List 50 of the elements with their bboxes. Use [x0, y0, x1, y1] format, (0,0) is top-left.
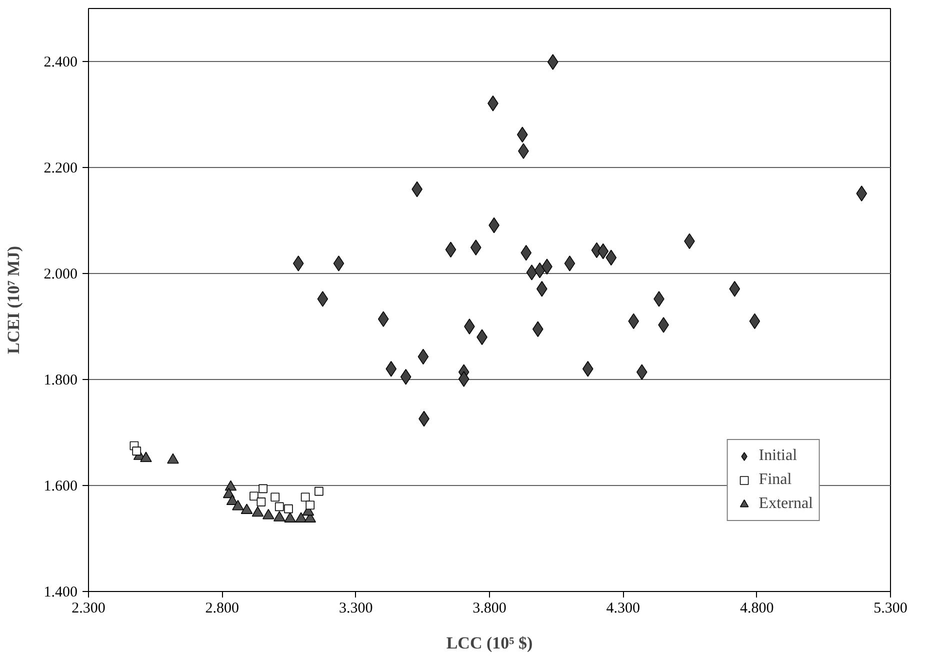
y-tick-label: 2.400: [44, 54, 78, 70]
y-tick-label: 2.000: [44, 266, 78, 282]
legend-label: External: [758, 495, 813, 513]
point: [564, 256, 576, 272]
point: [378, 311, 389, 327]
point: [132, 446, 142, 456]
point: [470, 240, 482, 256]
point: [582, 361, 594, 377]
point: [333, 256, 344, 272]
y-tick-label: 1.600: [44, 478, 78, 494]
x-tick-label: 4.800: [740, 600, 774, 616]
y-tick-label: 1.800: [44, 372, 78, 388]
point: [274, 502, 284, 512]
point: [292, 256, 304, 272]
x-tick-label: 2.800: [205, 600, 240, 616]
point: [284, 504, 293, 514]
x-tick-label: 2.300: [72, 600, 106, 616]
point: [606, 250, 617, 266]
point: [636, 364, 648, 380]
x-axis-title: LCC (10⁵ $): [446, 634, 533, 652]
x-tick-label: 3.800: [472, 600, 506, 616]
point: [284, 512, 296, 522]
point: [314, 486, 324, 496]
legend-label: Final: [758, 471, 792, 489]
y-tick-label: 1.400: [44, 584, 78, 600]
legend-label: Initial: [758, 447, 798, 465]
point: [258, 484, 268, 494]
point: [547, 54, 558, 70]
point: [167, 453, 179, 464]
point: [240, 504, 253, 514]
point: [273, 511, 286, 522]
x-tick-label: 5.300: [874, 600, 908, 616]
point: [317, 291, 328, 307]
point: [232, 500, 244, 510]
point: [526, 264, 538, 280]
point: [386, 361, 397, 377]
point: [306, 500, 315, 510]
x-tick-label: 3.300: [338, 600, 373, 616]
point: [295, 512, 307, 522]
x-tick-label: 4.300: [606, 600, 640, 616]
point: [140, 452, 152, 462]
y-tick-label: 2.200: [44, 160, 78, 176]
point: [252, 506, 264, 517]
point: [856, 186, 868, 202]
point: [458, 371, 470, 387]
point: [262, 508, 274, 520]
point: [256, 498, 266, 506]
point: [224, 480, 237, 491]
point: [226, 494, 238, 505]
y-axis-title: LCEI (10⁷ MJ): [4, 246, 23, 354]
